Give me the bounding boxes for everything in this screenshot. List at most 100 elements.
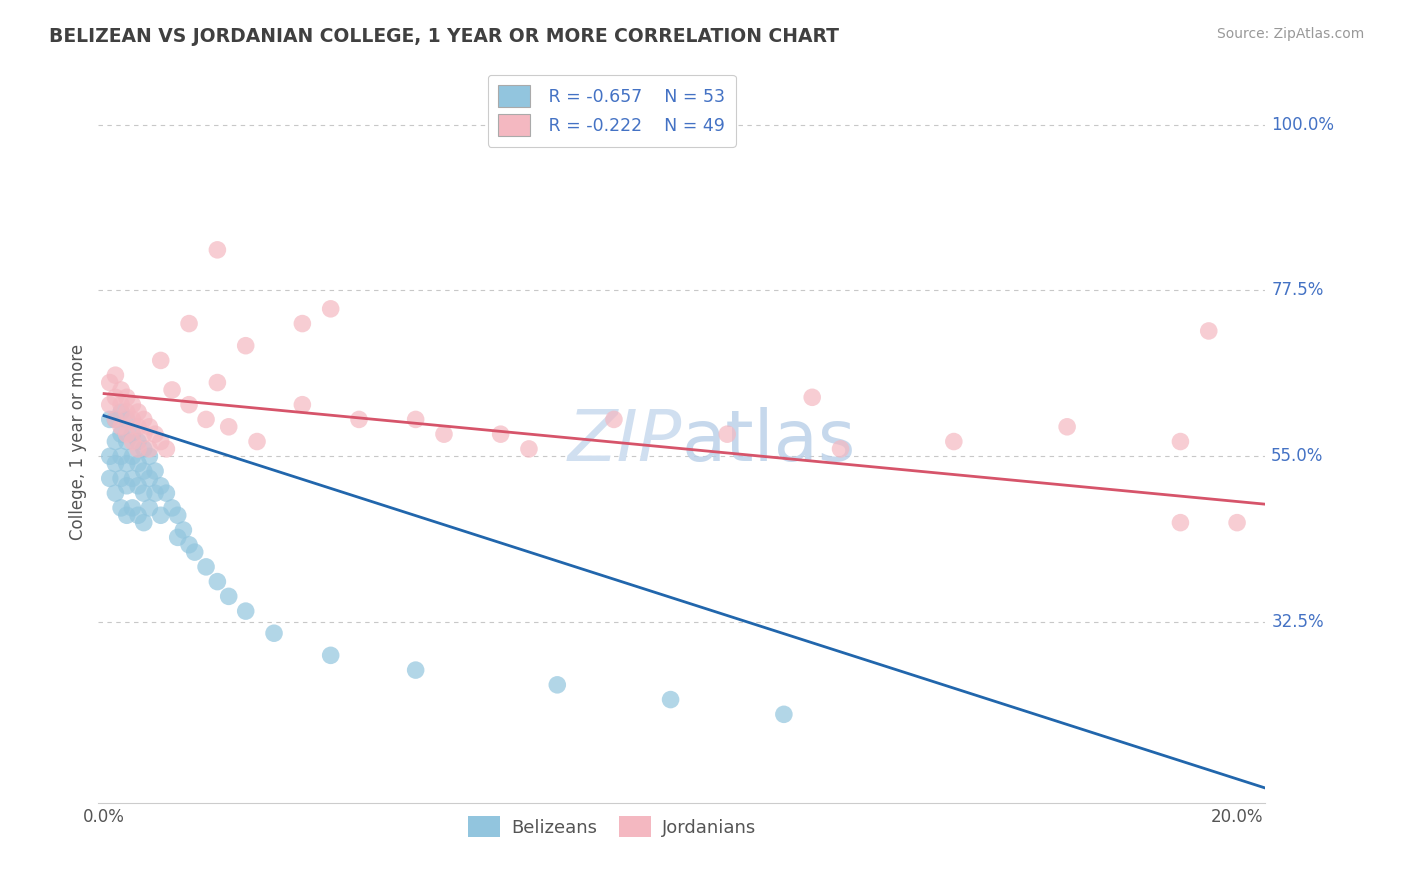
Text: ZIP: ZIP xyxy=(568,407,682,476)
Point xyxy=(1226,516,1249,530)
Point xyxy=(1056,419,1078,434)
Point xyxy=(127,479,149,493)
Text: 55.0%: 55.0% xyxy=(1271,447,1323,466)
Point xyxy=(115,457,138,471)
Point xyxy=(801,390,824,404)
Point xyxy=(143,486,166,500)
Point xyxy=(121,434,143,449)
Point xyxy=(127,434,149,449)
Point xyxy=(659,692,682,706)
Point xyxy=(405,412,427,426)
Point xyxy=(98,412,121,426)
Point xyxy=(347,412,370,426)
Point xyxy=(291,398,314,412)
Point xyxy=(517,442,540,456)
Text: 100.0%: 100.0% xyxy=(1271,116,1334,134)
Point xyxy=(138,442,160,456)
Point xyxy=(155,442,177,456)
Text: 32.5%: 32.5% xyxy=(1271,613,1324,632)
Point xyxy=(433,427,456,442)
Point xyxy=(235,604,257,618)
Point xyxy=(183,545,205,559)
Point xyxy=(160,383,183,397)
Point xyxy=(149,434,172,449)
Point xyxy=(104,457,127,471)
Point xyxy=(177,538,200,552)
Text: BELIZEAN VS JORDANIAN COLLEGE, 1 YEAR OR MORE CORRELATION CHART: BELIZEAN VS JORDANIAN COLLEGE, 1 YEAR OR… xyxy=(49,27,839,45)
Point xyxy=(1170,434,1192,449)
Point xyxy=(195,560,218,574)
Point xyxy=(121,471,143,485)
Point xyxy=(263,626,285,640)
Text: 77.5%: 77.5% xyxy=(1271,281,1323,300)
Point xyxy=(127,419,149,434)
Point xyxy=(143,464,166,478)
Point xyxy=(138,471,160,485)
Point xyxy=(177,317,200,331)
Point xyxy=(104,390,127,404)
Point xyxy=(773,707,796,722)
Point xyxy=(98,450,121,464)
Text: Source: ZipAtlas.com: Source: ZipAtlas.com xyxy=(1216,27,1364,41)
Point xyxy=(132,427,155,442)
Point xyxy=(127,442,149,456)
Point xyxy=(149,479,172,493)
Point xyxy=(132,486,155,500)
Point xyxy=(942,434,965,449)
Point xyxy=(104,486,127,500)
Point xyxy=(115,434,138,449)
Point xyxy=(104,434,127,449)
Point xyxy=(138,500,160,515)
Point xyxy=(166,530,188,544)
Point xyxy=(149,508,172,523)
Point xyxy=(115,508,138,523)
Point xyxy=(115,405,138,419)
Point xyxy=(143,427,166,442)
Point xyxy=(1170,516,1192,530)
Point xyxy=(603,412,626,426)
Point xyxy=(132,442,155,456)
Point xyxy=(110,427,132,442)
Point xyxy=(115,412,138,426)
Point xyxy=(218,419,240,434)
Point xyxy=(246,434,269,449)
Point xyxy=(218,590,240,604)
Point xyxy=(166,508,188,523)
Point xyxy=(160,500,183,515)
Point xyxy=(405,663,427,677)
Point xyxy=(830,442,852,456)
Point xyxy=(104,412,127,426)
Point xyxy=(132,464,155,478)
Point xyxy=(121,450,143,464)
Point xyxy=(98,376,121,390)
Point xyxy=(127,457,149,471)
Point xyxy=(110,419,132,434)
Point xyxy=(121,427,143,442)
Point xyxy=(110,471,132,485)
Point xyxy=(98,471,121,485)
Point xyxy=(110,500,132,515)
Point xyxy=(207,243,229,257)
Point xyxy=(110,398,132,412)
Point xyxy=(235,339,257,353)
Text: atlas: atlas xyxy=(682,407,856,476)
Point xyxy=(207,574,229,589)
Point xyxy=(127,405,149,419)
Point xyxy=(195,412,218,426)
Point xyxy=(115,479,138,493)
Point xyxy=(98,398,121,412)
Point xyxy=(138,419,160,434)
Point xyxy=(1198,324,1220,338)
Y-axis label: College, 1 year or more: College, 1 year or more xyxy=(69,343,87,540)
Point xyxy=(177,398,200,412)
Point xyxy=(104,412,127,426)
Legend: Belizeans, Jordanians: Belizeans, Jordanians xyxy=(460,809,763,845)
Point xyxy=(291,317,314,331)
Point xyxy=(104,368,127,383)
Point xyxy=(155,486,177,500)
Point xyxy=(132,516,155,530)
Point xyxy=(149,353,172,368)
Point xyxy=(716,427,738,442)
Point xyxy=(138,450,160,464)
Point xyxy=(110,383,132,397)
